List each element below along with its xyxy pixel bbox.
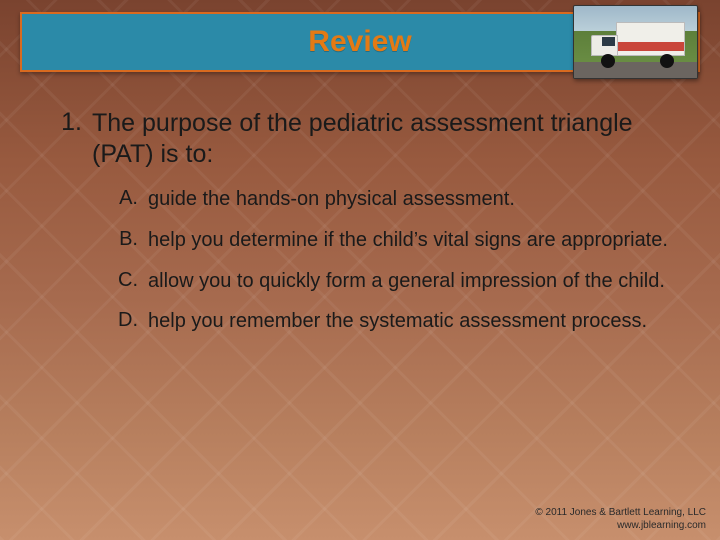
copyright: © 2011 Jones & Bartlett Learning, LLC ww… xyxy=(535,507,706,532)
option-text: allow you to quickly form a general impr… xyxy=(148,269,665,294)
option-text: help you determine if the child’s vital … xyxy=(148,228,668,253)
option-text: help you remember the systematic assessm… xyxy=(148,309,647,334)
question-row: 1. The purpose of the pediatric assessme… xyxy=(48,108,678,169)
option-letter: B. xyxy=(110,228,138,251)
options-list: A. guide the hands-on physical assessmen… xyxy=(110,187,678,334)
slide-title: Review xyxy=(308,25,411,59)
copyright-url: www.jblearning.com xyxy=(535,520,706,533)
ambulance-image xyxy=(573,5,698,79)
option-d: D. help you remember the systematic asse… xyxy=(110,309,678,334)
ambulance-wheel xyxy=(660,54,674,68)
content-area: 1. The purpose of the pediatric assessme… xyxy=(48,108,678,478)
slide: Review 1. The purpose of the pediatric a… xyxy=(0,0,720,540)
ambulance-road xyxy=(574,62,697,78)
option-a: A. guide the hands-on physical assessmen… xyxy=(110,187,678,212)
ambulance-wheel xyxy=(601,54,615,68)
option-text: guide the hands-on physical assessment. xyxy=(148,187,515,212)
option-b: B. help you determine if the child’s vit… xyxy=(110,228,678,253)
ambulance-box xyxy=(616,22,685,57)
copyright-line: © 2011 Jones & Bartlett Learning, LLC xyxy=(535,507,706,520)
option-letter: C. xyxy=(110,269,138,292)
question-text: The purpose of the pediatric assessment … xyxy=(92,108,678,169)
ambulance-cab xyxy=(591,35,618,57)
option-c: C. allow you to quickly form a general i… xyxy=(110,269,678,294)
question-number: 1. xyxy=(48,108,82,137)
option-letter: A. xyxy=(110,187,138,210)
option-letter: D. xyxy=(110,309,138,332)
